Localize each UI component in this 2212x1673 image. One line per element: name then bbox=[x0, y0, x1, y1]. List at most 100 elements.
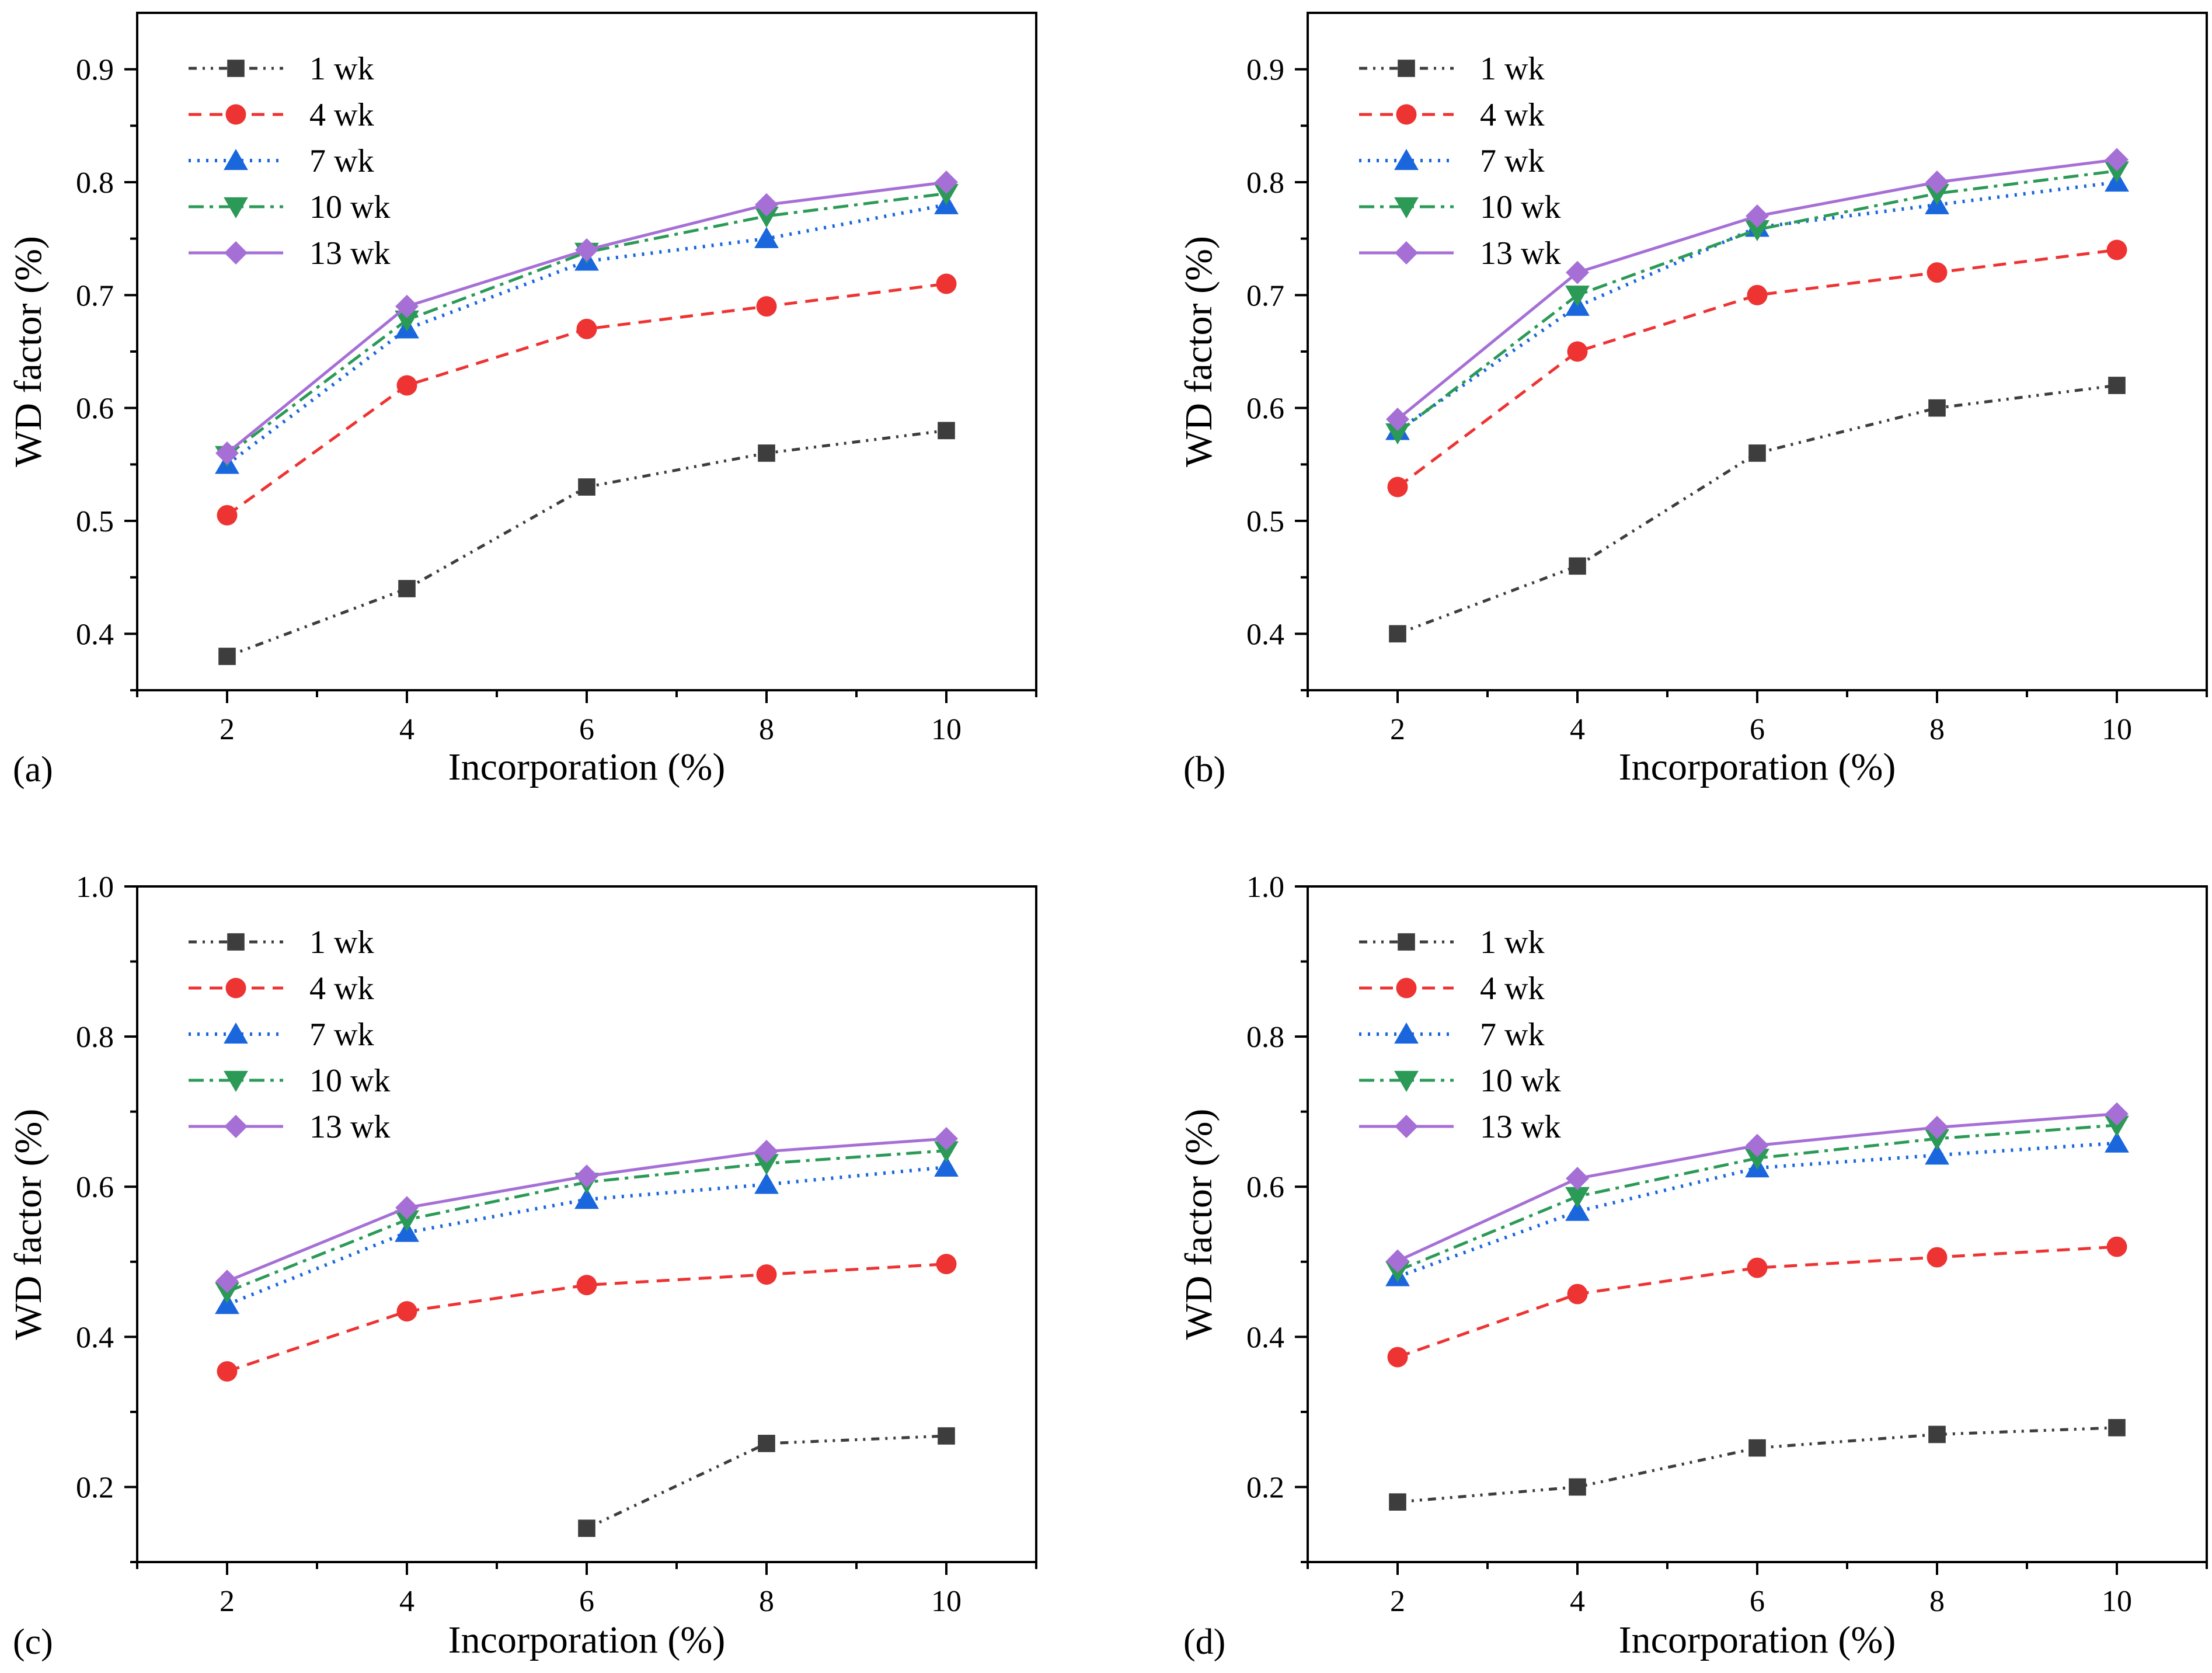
legend-label: 7 wk bbox=[309, 1017, 374, 1053]
panel-label: (a) bbox=[13, 750, 53, 789]
x-tick-label: 10 bbox=[931, 1585, 962, 1618]
data-point bbox=[935, 1126, 958, 1150]
data-point bbox=[1389, 1493, 1406, 1511]
data-point bbox=[1925, 1115, 1949, 1139]
data-point bbox=[1925, 1129, 1949, 1150]
data-point bbox=[395, 1196, 419, 1220]
data-point bbox=[578, 478, 595, 496]
legend-marker bbox=[225, 978, 246, 999]
legend-label: 1 wk bbox=[309, 51, 374, 87]
legend-entry-4wk: 4 wk bbox=[1359, 97, 1544, 133]
legend-label: 7 wk bbox=[1480, 143, 1544, 179]
data-point bbox=[1565, 286, 1590, 307]
series-10wk bbox=[1385, 161, 2129, 445]
data-point bbox=[215, 1293, 239, 1314]
x-tick-label: 8 bbox=[1929, 713, 1945, 746]
legend-entry-10wk: 10 wk bbox=[189, 189, 390, 225]
data-point bbox=[754, 1154, 779, 1175]
legend-entry-13wk: 13 wk bbox=[1359, 1109, 1560, 1145]
data-point bbox=[754, 206, 779, 228]
legend-label: 7 wk bbox=[1480, 1017, 1544, 1053]
y-axis-label: WD factor (%) bbox=[1178, 1109, 1220, 1340]
x-tick-label: 10 bbox=[931, 713, 962, 746]
legend-marker bbox=[224, 1022, 248, 1044]
series-line bbox=[1396, 248, 2117, 488]
data-point bbox=[215, 1269, 239, 1293]
y-tick-label: 0.7 bbox=[1246, 279, 1284, 312]
legend-entry-4wk: 4 wk bbox=[189, 971, 374, 1007]
data-point bbox=[1925, 1143, 1949, 1165]
legend-marker bbox=[1395, 241, 1418, 265]
legend: 1 wk 4 wk 7 wk 10 wk 13 wk bbox=[189, 51, 390, 272]
data-point bbox=[1747, 1257, 1768, 1278]
data-point bbox=[578, 1519, 595, 1537]
data-point bbox=[1748, 1439, 1766, 1457]
data-point bbox=[1389, 625, 1406, 643]
legend: 1 wk 4 wk 7 wk 10 wk 13 wk bbox=[1359, 924, 1560, 1145]
x-tick-label: 8 bbox=[759, 713, 774, 746]
y-tick-label: 0.4 bbox=[1246, 618, 1284, 651]
data-point bbox=[1387, 1347, 1408, 1368]
data-point bbox=[395, 310, 419, 332]
y-tick-label: 0.4 bbox=[76, 618, 114, 651]
y-tick-label: 0.8 bbox=[76, 166, 114, 200]
y-tick-label: 0.6 bbox=[1246, 1171, 1284, 1204]
series-line bbox=[1397, 384, 2117, 635]
x-tick-label: 6 bbox=[579, 713, 594, 746]
x-axis-label: Incorporation (%) bbox=[1619, 746, 1896, 788]
panel-label: (d) bbox=[1183, 1622, 1225, 1662]
series-4wk bbox=[217, 273, 957, 526]
legend-marker bbox=[224, 241, 248, 265]
data-point bbox=[936, 1254, 957, 1275]
data-point bbox=[395, 1220, 419, 1242]
x-tick-label: 4 bbox=[1570, 1585, 1585, 1618]
data-point bbox=[1387, 476, 1408, 498]
data-point bbox=[1928, 1425, 1946, 1444]
series-4wk bbox=[1387, 239, 2127, 498]
y-axis-label: WD factor (%) bbox=[1178, 236, 1220, 467]
legend-marker bbox=[224, 149, 248, 171]
data-point bbox=[1386, 1249, 1409, 1273]
data-point bbox=[1745, 1149, 1769, 1170]
legend-label: 4 wk bbox=[1480, 971, 1544, 1007]
x-tick-label: 4 bbox=[1570, 713, 1585, 746]
legend-entry-1wk: 1 wk bbox=[189, 924, 374, 961]
data-point bbox=[1569, 557, 1586, 575]
y-tick-label: 0.6 bbox=[76, 1171, 114, 1204]
legend-entry-4wk: 4 wk bbox=[1359, 971, 1544, 1007]
legend-entry-1wk: 1 wk bbox=[189, 51, 374, 87]
data-point bbox=[2106, 239, 2127, 260]
legend-marker bbox=[1398, 933, 1415, 951]
data-point bbox=[934, 1141, 959, 1163]
data-point bbox=[1566, 260, 1589, 284]
series-line bbox=[227, 1262, 947, 1373]
legend-marker bbox=[1394, 1070, 1419, 1092]
legend-marker bbox=[1394, 1022, 1419, 1044]
legend-entry-7wk: 7 wk bbox=[1359, 143, 1544, 179]
y-tick-label: 1.0 bbox=[76, 871, 114, 904]
y-tick-label: 1.0 bbox=[1246, 871, 1284, 904]
data-point bbox=[217, 505, 238, 526]
data-point bbox=[1567, 1284, 1588, 1305]
legend-label: 13 wk bbox=[309, 235, 390, 272]
data-point bbox=[758, 1435, 775, 1452]
chart-panel-b: 0.4 0.5 0.6 0.7 0.8 0.9 2 4 6 8 10 Incorporation (%… bbox=[1178, 12, 2208, 789]
legend-label: 10 wk bbox=[1480, 1063, 1560, 1099]
data-point bbox=[934, 1155, 959, 1177]
data-point bbox=[218, 648, 236, 665]
legend-label: 7 wk bbox=[309, 143, 374, 179]
data-point bbox=[2105, 1115, 2129, 1137]
data-point bbox=[755, 1139, 778, 1163]
data-point bbox=[398, 580, 416, 597]
series-13wk bbox=[215, 1126, 958, 1293]
legend-entry-10wk: 10 wk bbox=[189, 1063, 390, 1099]
data-point bbox=[1569, 1478, 1586, 1496]
panel-label: (b) bbox=[1183, 750, 1225, 789]
legend-marker bbox=[227, 933, 245, 951]
y-tick-label: 0.4 bbox=[1246, 1321, 1284, 1354]
legend-label: 13 wk bbox=[309, 1109, 390, 1145]
data-point bbox=[574, 1188, 599, 1209]
data-point bbox=[938, 422, 955, 440]
data-point bbox=[758, 444, 775, 462]
